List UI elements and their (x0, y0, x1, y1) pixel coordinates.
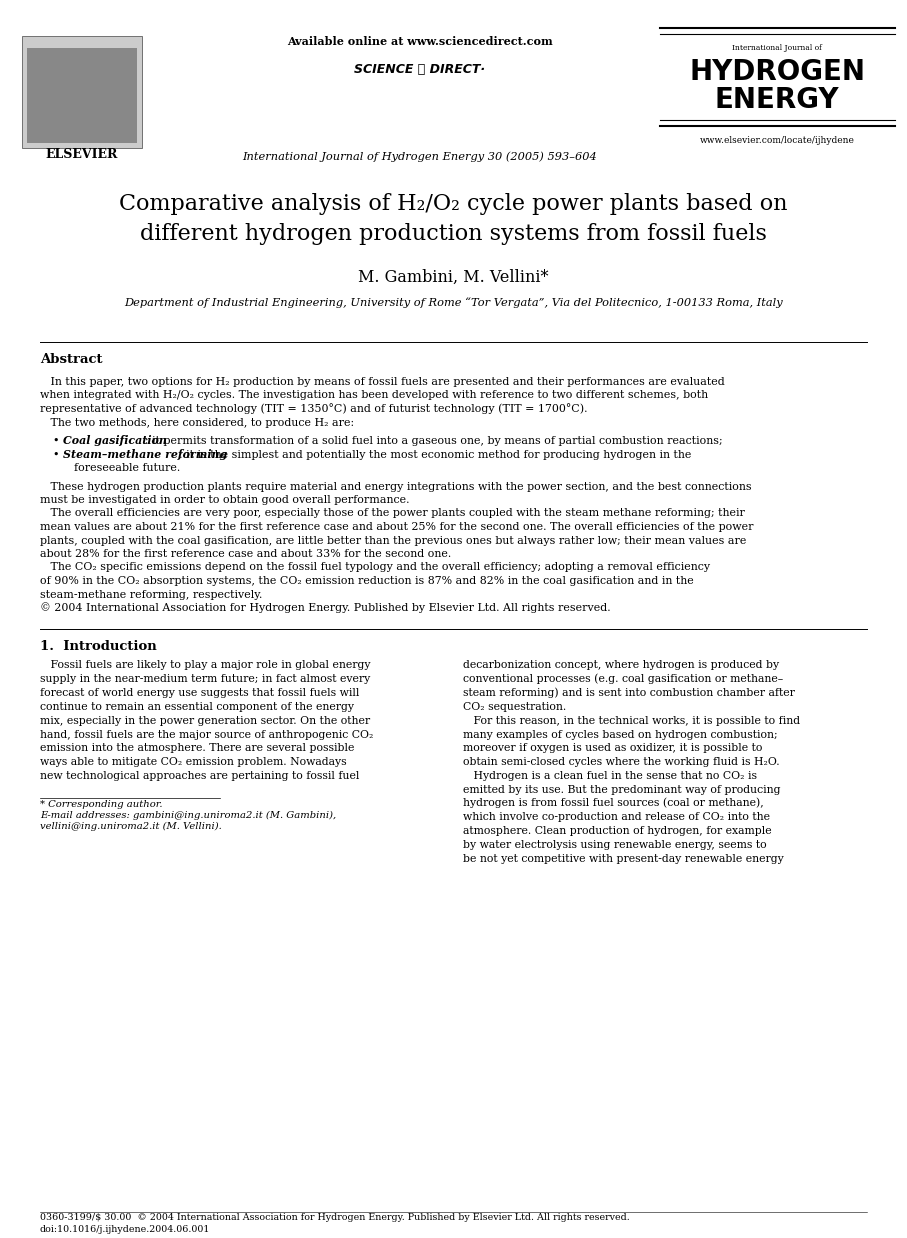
Text: Hydrogen is a clean fuel in the sense that no CO₂ is: Hydrogen is a clean fuel in the sense th… (463, 771, 757, 781)
Text: Steam–methane reforming: Steam–methane reforming (63, 448, 228, 459)
Text: plants, coupled with the coal gasification, are little better than the previous : plants, coupled with the coal gasificati… (40, 536, 746, 546)
Text: ENERGY: ENERGY (715, 85, 839, 114)
Text: representative of advanced technology (TIT = 1350°C) and of futurist technology : representative of advanced technology (T… (40, 404, 588, 413)
Text: The two methods, here considered, to produce H₂ are:: The two methods, here considered, to pro… (40, 417, 354, 427)
Text: ways able to mitigate CO₂ emission problem. Nowadays: ways able to mitigate CO₂ emission probl… (40, 758, 346, 768)
Text: For this reason, in the technical works, it is possible to find: For this reason, in the technical works,… (463, 716, 800, 725)
Text: HYDROGEN: HYDROGEN (689, 58, 865, 85)
Text: 1.  Introduction: 1. Introduction (40, 640, 157, 654)
Text: Comparative analysis of H₂/O₂ cycle power plants based on: Comparative analysis of H₂/O₂ cycle powe… (119, 193, 787, 215)
Text: which involve co-production and release of CO₂ into the: which involve co-production and release … (463, 812, 770, 822)
Text: In this paper, two options for H₂ production by means of fossil fuels are presen: In this paper, two options for H₂ produc… (40, 378, 725, 387)
Text: •: • (52, 436, 58, 446)
Text: Abstract: Abstract (40, 353, 102, 366)
Text: continue to remain an essential component of the energy: continue to remain an essential componen… (40, 702, 354, 712)
Text: new technological approaches are pertaining to fossil fuel: new technological approaches are pertain… (40, 771, 359, 781)
Text: by water electrolysis using renewable energy, seems to: by water electrolysis using renewable en… (463, 839, 766, 851)
Text: SCIENCE ⓐ DIRECT·: SCIENCE ⓐ DIRECT· (355, 63, 485, 76)
Text: International Journal of: International Journal of (732, 45, 822, 52)
Text: hydrogen is from fossil fuel sources (coal or methane),: hydrogen is from fossil fuel sources (co… (463, 799, 764, 808)
Text: doi:10.1016/j.ijhydene.2004.06.001: doi:10.1016/j.ijhydene.2004.06.001 (40, 1224, 210, 1234)
Text: atmosphere. Clean production of hydrogen, for example: atmosphere. Clean production of hydrogen… (463, 826, 772, 836)
Text: different hydrogen production systems from fossil fuels: different hydrogen production systems fr… (140, 223, 766, 245)
Text: The overall efficiencies are very poor, especially those of the power plants cou: The overall efficiencies are very poor, … (40, 509, 745, 519)
Text: * Corresponding author.: * Corresponding author. (40, 800, 162, 808)
Text: Department of Industrial Engineering, University of Rome “Tor Vergata”, Via del : Department of Industrial Engineering, Un… (123, 297, 783, 308)
Text: © 2004 International Association for Hydrogen Energy. Published by Elsevier Ltd.: © 2004 International Association for Hyd… (40, 602, 610, 613)
Bar (22, 36, 142, 149)
Text: CO₂ sequestration.: CO₂ sequestration. (463, 702, 566, 712)
Bar (27, 48, 137, 144)
Text: hand, fossil fuels are the major source of anthropogenic CO₂: hand, fossil fuels are the major source … (40, 729, 374, 739)
Text: supply in the near-medium term future; in fact almost every: supply in the near-medium term future; i… (40, 675, 370, 685)
Text: about 28% for the first reference case and about 33% for the second one.: about 28% for the first reference case a… (40, 548, 452, 560)
Text: emission into the atmosphere. There are several possible: emission into the atmosphere. There are … (40, 743, 355, 753)
Text: mix, especially in the power generation sector. On the other: mix, especially in the power generation … (40, 716, 370, 725)
Text: conventional processes (e.g. coal gasification or methane–: conventional processes (e.g. coal gasifi… (463, 673, 784, 685)
Text: International Journal of Hydrogen Energy 30 (2005) 593–604: International Journal of Hydrogen Energy… (243, 151, 598, 162)
Text: www.elsevier.com/locate/ijhydene: www.elsevier.com/locate/ijhydene (699, 136, 854, 145)
Text: be not yet competitive with present-day renewable energy: be not yet competitive with present-day … (463, 854, 784, 864)
Text: Available online at www.sciencedirect.com: Available online at www.sciencedirect.co… (288, 36, 553, 47)
Text: Fossil fuels are likely to play a major role in global energy: Fossil fuels are likely to play a major … (40, 661, 370, 671)
Text: mean values are about 21% for the first reference case and about 25% for the sec: mean values are about 21% for the first … (40, 522, 754, 532)
Text: : it permits transformation of a solid fuel into a gaseous one, by means of part: : it permits transformation of a solid f… (145, 436, 723, 446)
Text: must be investigated in order to obtain good overall performance.: must be investigated in order to obtain … (40, 495, 409, 505)
Text: obtain semi-closed cycles where the working fluid is H₂O.: obtain semi-closed cycles where the work… (463, 758, 780, 768)
Text: steam reforming) and is sent into combustion chamber after: steam reforming) and is sent into combus… (463, 687, 795, 698)
Text: M. Gambini, M. Vellini*: M. Gambini, M. Vellini* (357, 269, 548, 286)
Text: forecast of world energy use suggests that fossil fuels will: forecast of world energy use suggests th… (40, 688, 359, 698)
Text: E-mail addresses: gambini@ing.uniroma2.it (M. Gambini),: E-mail addresses: gambini@ing.uniroma2.i… (40, 811, 336, 820)
Text: The CO₂ specific emissions depend on the fossil fuel typology and the overall ef: The CO₂ specific emissions depend on the… (40, 562, 710, 572)
Text: when integrated with H₂/O₂ cycles. The investigation has been developed with ref: when integrated with H₂/O₂ cycles. The i… (40, 390, 708, 401)
Text: Coal gasification: Coal gasification (63, 435, 167, 446)
Text: steam-methane reforming, respectively.: steam-methane reforming, respectively. (40, 589, 262, 599)
Text: vellini@ing.uniroma2.it (M. Vellini).: vellini@ing.uniroma2.it (M. Vellini). (40, 822, 221, 831)
Text: emitted by its use. But the predominant way of producing: emitted by its use. But the predominant … (463, 785, 781, 795)
Text: 0360-3199/$ 30.00  © 2004 International Association for Hydrogen Energy. Publish: 0360-3199/$ 30.00 © 2004 International A… (40, 1213, 629, 1222)
Text: •: • (52, 449, 58, 459)
Text: decarbonization concept, where hydrogen is produced by: decarbonization concept, where hydrogen … (463, 661, 779, 671)
Text: foreseeable future.: foreseeable future. (74, 463, 180, 473)
Text: ELSEVIER: ELSEVIER (46, 149, 118, 161)
Text: of 90% in the CO₂ absorption systems, the CO₂ emission reduction is 87% and 82% : of 90% in the CO₂ absorption systems, th… (40, 576, 694, 586)
Text: These hydrogen production plants require material and energy integrations with t: These hydrogen production plants require… (40, 482, 752, 491)
Text: many examples of cycles based on hydrogen combustion;: many examples of cycles based on hydroge… (463, 729, 777, 739)
Text: : it is the simplest and potentially the most economic method for producing hydr: : it is the simplest and potentially the… (179, 449, 691, 459)
Text: moreover if oxygen is used as oxidizer, it is possible to: moreover if oxygen is used as oxidizer, … (463, 743, 763, 753)
